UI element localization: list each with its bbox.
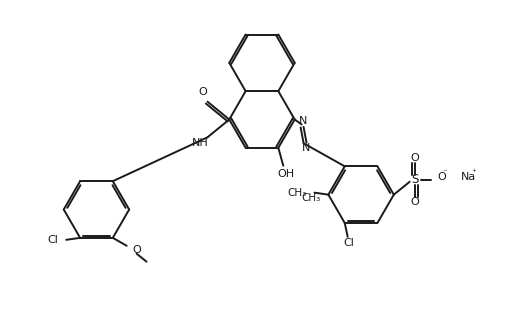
Text: O: O (410, 197, 419, 207)
Text: O: O (198, 87, 207, 97)
Text: N: N (298, 116, 307, 126)
Text: CH₃: CH₃ (288, 188, 307, 198)
Text: ⁺: ⁺ (471, 168, 476, 177)
Text: O: O (438, 172, 446, 182)
Text: S: S (411, 173, 418, 186)
Text: Na: Na (461, 172, 476, 182)
Text: ⁻: ⁻ (442, 168, 447, 177)
Text: O: O (410, 153, 419, 163)
Text: CH₃: CH₃ (301, 193, 320, 202)
Text: O: O (133, 245, 141, 255)
Text: NH: NH (192, 138, 209, 148)
Text: Cl: Cl (47, 235, 58, 245)
Text: N: N (302, 143, 310, 153)
Text: OH: OH (278, 168, 295, 178)
Text: Cl: Cl (343, 238, 354, 248)
